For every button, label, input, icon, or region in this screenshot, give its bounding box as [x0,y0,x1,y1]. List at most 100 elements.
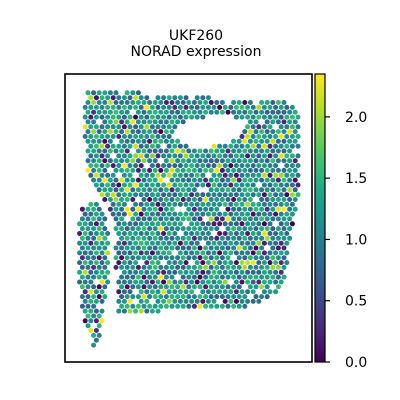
spot [144,124,150,130]
spot [155,192,161,198]
spot [172,211,178,217]
spot [121,192,127,198]
spot [79,206,85,212]
spot [172,269,178,275]
spot [172,124,178,130]
spot [147,100,153,105]
spot [256,298,262,304]
spot [239,192,245,198]
spot [79,284,85,290]
spot [88,163,94,169]
spot [172,95,178,101]
spot [242,226,248,232]
spot [163,100,169,105]
spot [152,197,158,202]
spot [289,104,295,110]
spot [236,216,242,222]
spot [275,264,281,270]
spot [93,95,99,101]
spot [295,124,301,130]
spot [211,269,217,275]
spot [135,255,141,261]
spot [133,250,139,256]
spot [127,289,133,295]
spot [242,187,248,193]
spot [205,298,211,304]
spot [144,95,150,101]
spot [247,138,253,144]
spot [82,104,88,110]
spot [183,231,189,236]
spot [233,240,239,246]
spot [295,143,301,149]
spot [93,328,99,333]
spot [96,313,102,319]
spot [231,206,237,212]
spot [239,269,245,275]
spot [107,187,113,193]
spot [161,182,167,188]
spot [116,153,122,159]
spot [88,308,94,314]
spot [239,143,245,149]
spot [228,269,234,275]
spot [211,172,217,178]
spot [278,104,284,110]
spot [77,240,83,246]
spot [273,104,279,110]
spot [245,192,251,198]
spot [253,284,259,290]
spot [191,167,197,173]
spot [144,201,150,207]
spot [275,216,281,222]
spot [116,289,122,295]
spot [264,109,270,115]
spot [116,143,122,149]
spot [138,298,144,304]
spot [292,119,298,125]
spot [264,129,270,135]
spot [102,158,108,164]
spot [133,114,139,120]
spot [124,138,130,144]
spot [197,158,203,164]
spot [222,172,228,178]
spot [177,279,183,285]
spot [163,158,169,164]
spot [116,308,122,314]
spot [208,303,214,309]
spot [166,211,172,217]
spot [250,124,256,130]
spot [96,264,102,270]
spot [231,284,237,290]
spot [275,119,281,125]
spot [236,158,242,164]
spot [222,163,228,169]
spot [119,177,125,183]
spot [152,177,158,183]
spot [284,182,290,188]
spot [214,167,220,173]
spot [256,231,262,236]
spot [205,201,211,207]
spot [247,216,253,222]
spot [228,201,234,207]
spot [155,163,161,169]
spot [163,206,169,212]
spot [275,206,281,212]
spot [91,342,97,348]
spot [99,182,105,188]
spot [82,308,88,314]
spot [208,284,214,290]
spot [175,303,181,309]
spot [102,235,108,241]
spot [141,235,147,241]
spot [119,187,125,193]
spot [228,192,234,198]
spot [200,260,206,266]
spot [222,298,228,304]
spot [259,187,265,193]
spot [113,216,119,222]
spot [214,235,220,241]
spot [127,95,133,101]
